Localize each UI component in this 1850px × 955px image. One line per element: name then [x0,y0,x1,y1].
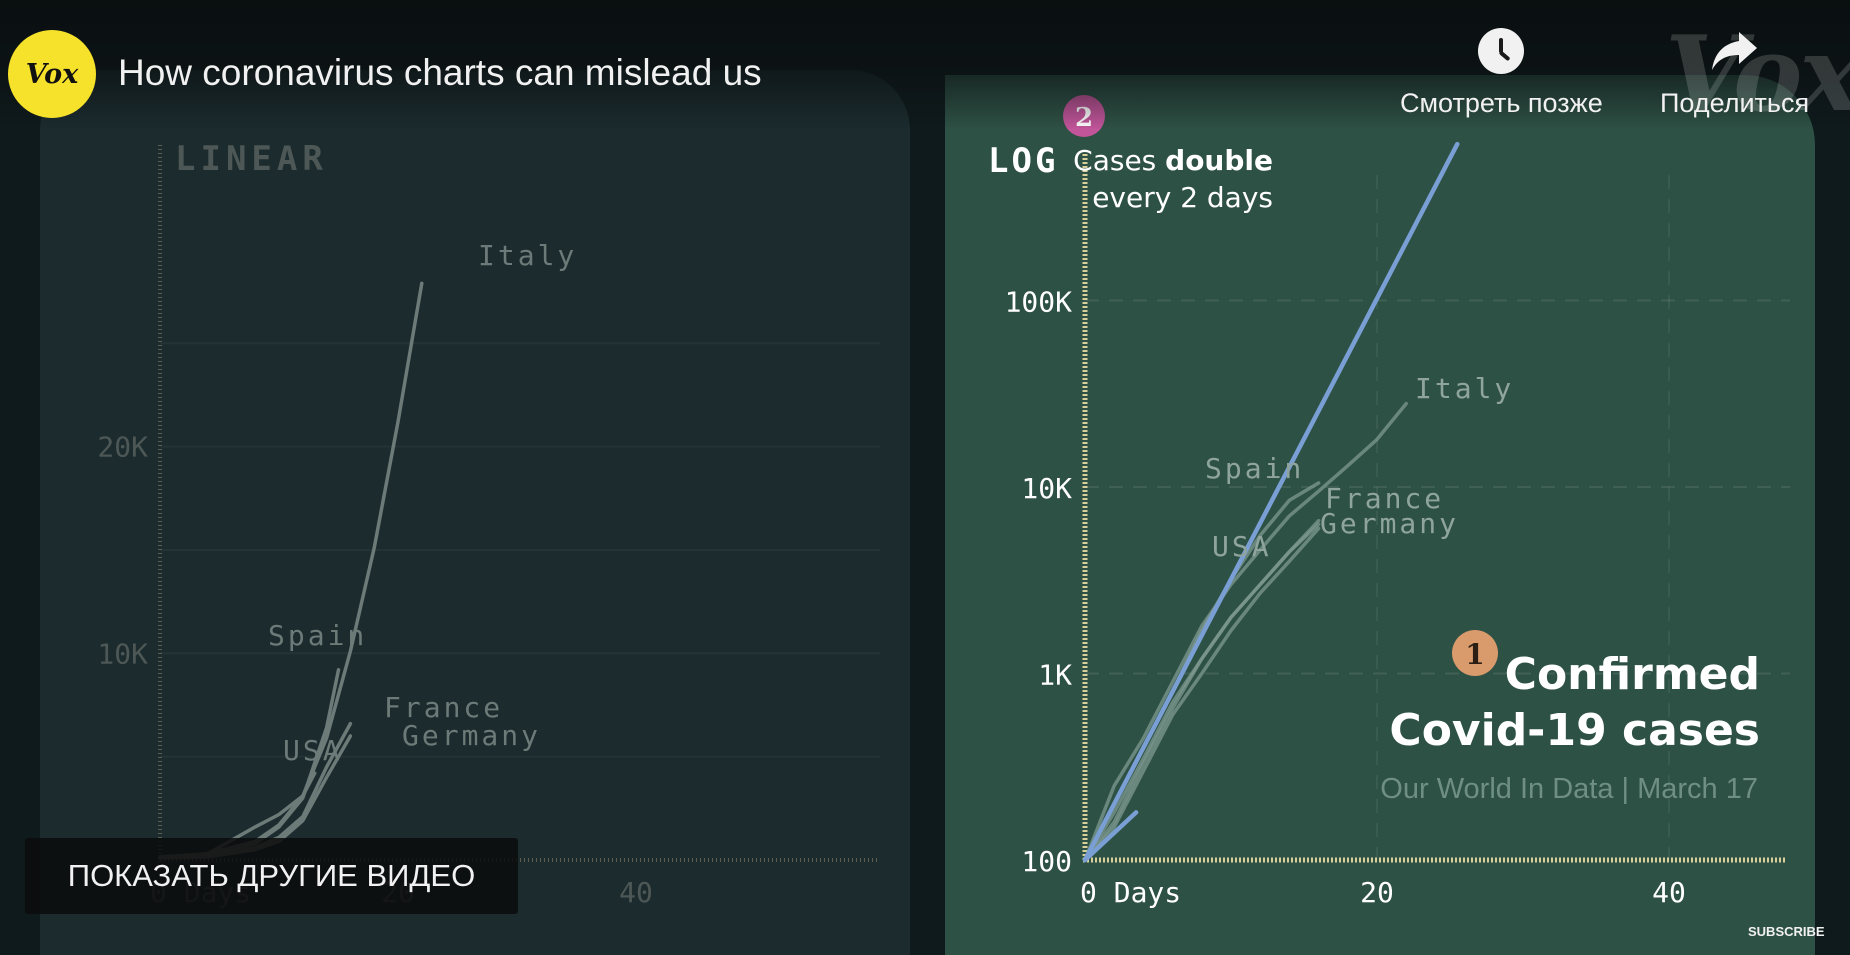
log-x-tick-label: 20 [1360,876,1394,909]
log-y-tick-label: 10K [1021,472,1072,505]
share-button[interactable]: Поделиться [1660,28,1809,119]
share-arrow-icon [1711,32,1757,70]
linear-chart-title: LINEAR [175,139,328,179]
log-series-label: USA [1212,530,1272,563]
step-1-badge [1452,630,1498,676]
video-title[interactable]: How coronavirus charts can mislead us [118,52,762,93]
log-series-label: France [1325,482,1444,515]
linear-series-label: France [384,691,503,724]
log-series-label: Italy [1415,372,1514,405]
vox-watermark: Vox [1665,12,1850,135]
subscribe-watermark[interactable]: SUBSCRIBE [1748,924,1825,939]
source-label: Our World In Data | March 17 [1380,773,1758,805]
linear-series-label: Spain [268,619,367,652]
linear-series-label: Italy [478,239,577,272]
doubling-line [1082,141,1460,863]
doubling-annotation-line2: every 2 days [1092,181,1273,214]
clock-icon [1478,28,1525,74]
log-x-tick-label: 40 [1652,876,1686,909]
linear-series-label: Germany [402,719,541,752]
log-y-tick-label: 100K [1005,286,1073,319]
log-x-tick-label: 0 Days [1080,876,1181,909]
log-chart-panel [945,75,1815,955]
log-series-line [1083,518,1321,862]
doubling-line-stub [1082,810,1139,863]
log-series-line [1083,526,1321,862]
more-videos-button[interactable]: ПОКАЗАТЬ ДРУГИЕ ВИДЕО [25,838,518,914]
watch-later-label: Смотреть позже [1400,88,1603,118]
log-series-label: Spain [1205,452,1304,485]
title-bar-gradient [0,0,1850,130]
linear-chart-panel [40,70,910,955]
linear-y-tick-label: 10K [97,637,148,670]
doubling-annotation-line1: Cases double [1073,144,1273,177]
channel-logo-text: Vox [25,58,79,90]
confirmed-cases-title-line1: Confirmed [1505,649,1760,700]
log-chart-title: LOG [988,141,1058,181]
log-y-tick-label: 100 [1021,845,1072,878]
log-series-line [1083,401,1408,862]
log-series-line [1083,522,1321,862]
step-1-number: 1 [1465,638,1484,671]
linear-y-tick-label: 20K [97,431,148,464]
watch-later-button[interactable]: Смотреть позже [1400,28,1603,119]
log-series-label: Germany [1320,507,1459,540]
channel-avatar[interactable]: Vox [8,30,96,118]
linear-x-tick-label: 40 [619,876,653,909]
linear-series-label: USA [283,734,343,767]
confirmed-cases-title-line2: Covid-19 cases [1389,705,1760,756]
share-label: Поделиться [1660,88,1810,118]
log-y-tick-label: 1K [1038,659,1072,692]
linear-series-line [158,281,424,859]
